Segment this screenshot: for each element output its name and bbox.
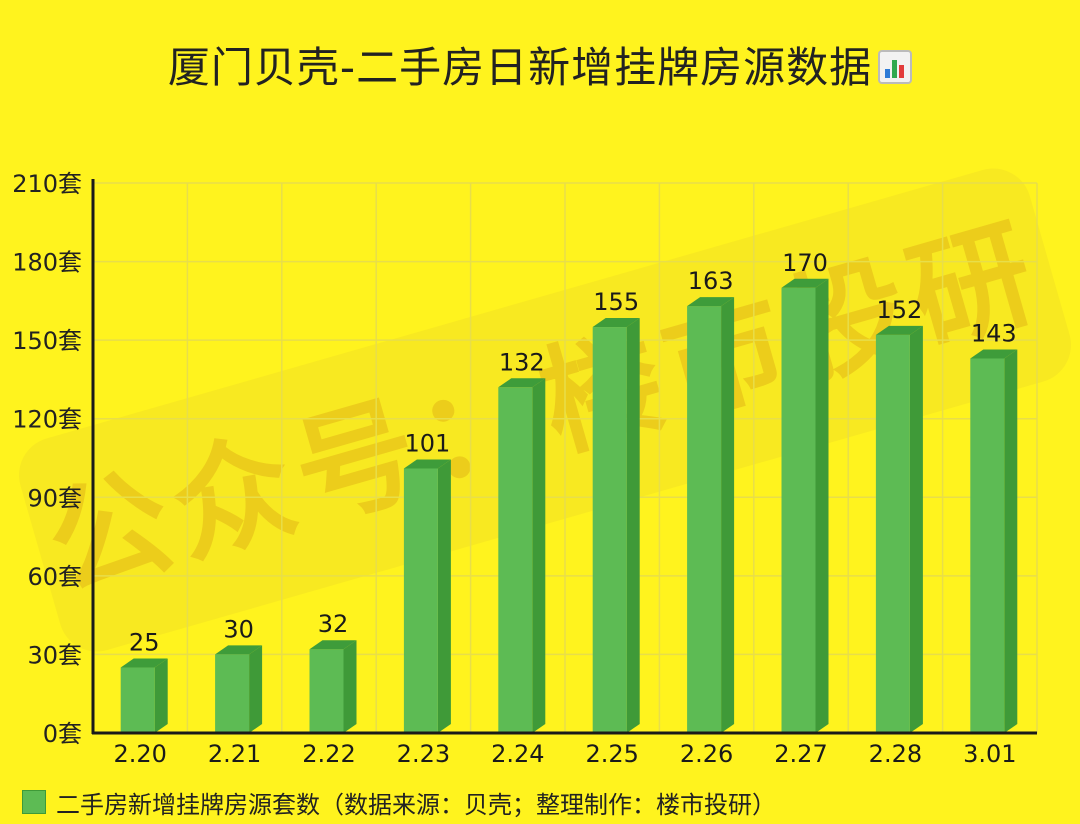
bar <box>403 459 451 733</box>
bar-top <box>215 645 263 655</box>
x-tick-label: 2.23 <box>397 740 450 768</box>
bar-side <box>532 378 546 733</box>
bar-front <box>687 306 722 733</box>
data-label: 152 <box>876 296 922 324</box>
y-tick-label: 60套 <box>27 563 82 591</box>
data-label: 143 <box>971 319 1017 347</box>
bar-top <box>970 349 1018 359</box>
bar-front <box>781 287 816 733</box>
bar-side <box>437 459 451 733</box>
bar-top <box>592 318 640 328</box>
bar-side <box>249 645 263 733</box>
x-tick-label: 2.26 <box>680 740 733 768</box>
bar-side <box>815 278 829 733</box>
bar <box>875 325 923 733</box>
bar-front <box>875 334 910 733</box>
bar-top <box>781 278 829 288</box>
bar-top <box>875 325 923 335</box>
bar-top <box>120 658 168 668</box>
bar-top <box>687 297 735 307</box>
x-tick-label: 3.01 <box>963 740 1016 768</box>
y-tick-label: 150套 <box>12 327 82 355</box>
bar-front <box>970 358 1005 733</box>
y-tick-label: 90套 <box>27 484 82 512</box>
bar <box>687 297 735 733</box>
x-tick-label: 2.20 <box>113 740 166 768</box>
bar-chart-emoji-icon <box>878 50 913 84</box>
bar-side <box>721 297 735 733</box>
chart-title-text: 厦门贝壳-二手房日新增挂牌房源数据 <box>167 43 873 92</box>
data-label: 30 <box>223 615 254 643</box>
bar <box>970 349 1018 733</box>
y-tick-label: 210套 <box>12 170 82 198</box>
y-tick-label: 0套 <box>43 720 82 748</box>
x-tick-label: 2.25 <box>585 740 638 768</box>
bar-side <box>343 640 357 733</box>
legend: 二手房新增挂牌房源套数（数据来源：贝壳；整理制作：楼市投研） <box>22 785 776 819</box>
data-label: 32 <box>318 610 349 638</box>
x-tick-label: 2.21 <box>208 740 261 768</box>
bar-front <box>215 654 250 733</box>
bar <box>781 278 829 733</box>
bar-front <box>120 667 155 733</box>
legend-swatch <box>22 790 46 814</box>
bar-front <box>592 327 627 733</box>
bar-side <box>154 658 168 733</box>
bar-top <box>498 378 546 388</box>
bar <box>498 378 546 733</box>
bar-side <box>909 325 923 733</box>
data-label: 155 <box>593 288 639 316</box>
data-label: 163 <box>688 267 734 295</box>
data-label: 25 <box>129 629 160 657</box>
chart-title: 厦门贝壳-二手房日新增挂牌房源数据 <box>0 34 1080 95</box>
bar-side <box>626 318 640 733</box>
bar-front <box>403 468 438 733</box>
y-tick-label: 30套 <box>27 641 82 669</box>
bar <box>592 318 640 733</box>
bar <box>309 640 357 733</box>
data-label: 132 <box>499 348 545 376</box>
bar <box>120 658 168 733</box>
data-label: 101 <box>404 429 450 457</box>
x-tick-label: 2.28 <box>869 740 922 768</box>
x-tick-label: 2.22 <box>302 740 355 768</box>
bar-side <box>1004 349 1018 733</box>
bar-front <box>498 387 533 733</box>
bar-front <box>309 649 344 733</box>
x-tick-label: 2.27 <box>774 740 827 768</box>
bar <box>215 645 263 733</box>
legend-label: 二手房新增挂牌房源套数（数据来源：贝壳；整理制作：楼市投研） <box>56 790 776 819</box>
data-label: 170 <box>782 249 828 277</box>
y-tick-label: 120套 <box>12 406 82 434</box>
bar-top <box>403 459 451 469</box>
x-tick-label: 2.24 <box>491 740 544 768</box>
y-tick-label: 180套 <box>12 249 82 277</box>
bar-top <box>309 640 357 650</box>
